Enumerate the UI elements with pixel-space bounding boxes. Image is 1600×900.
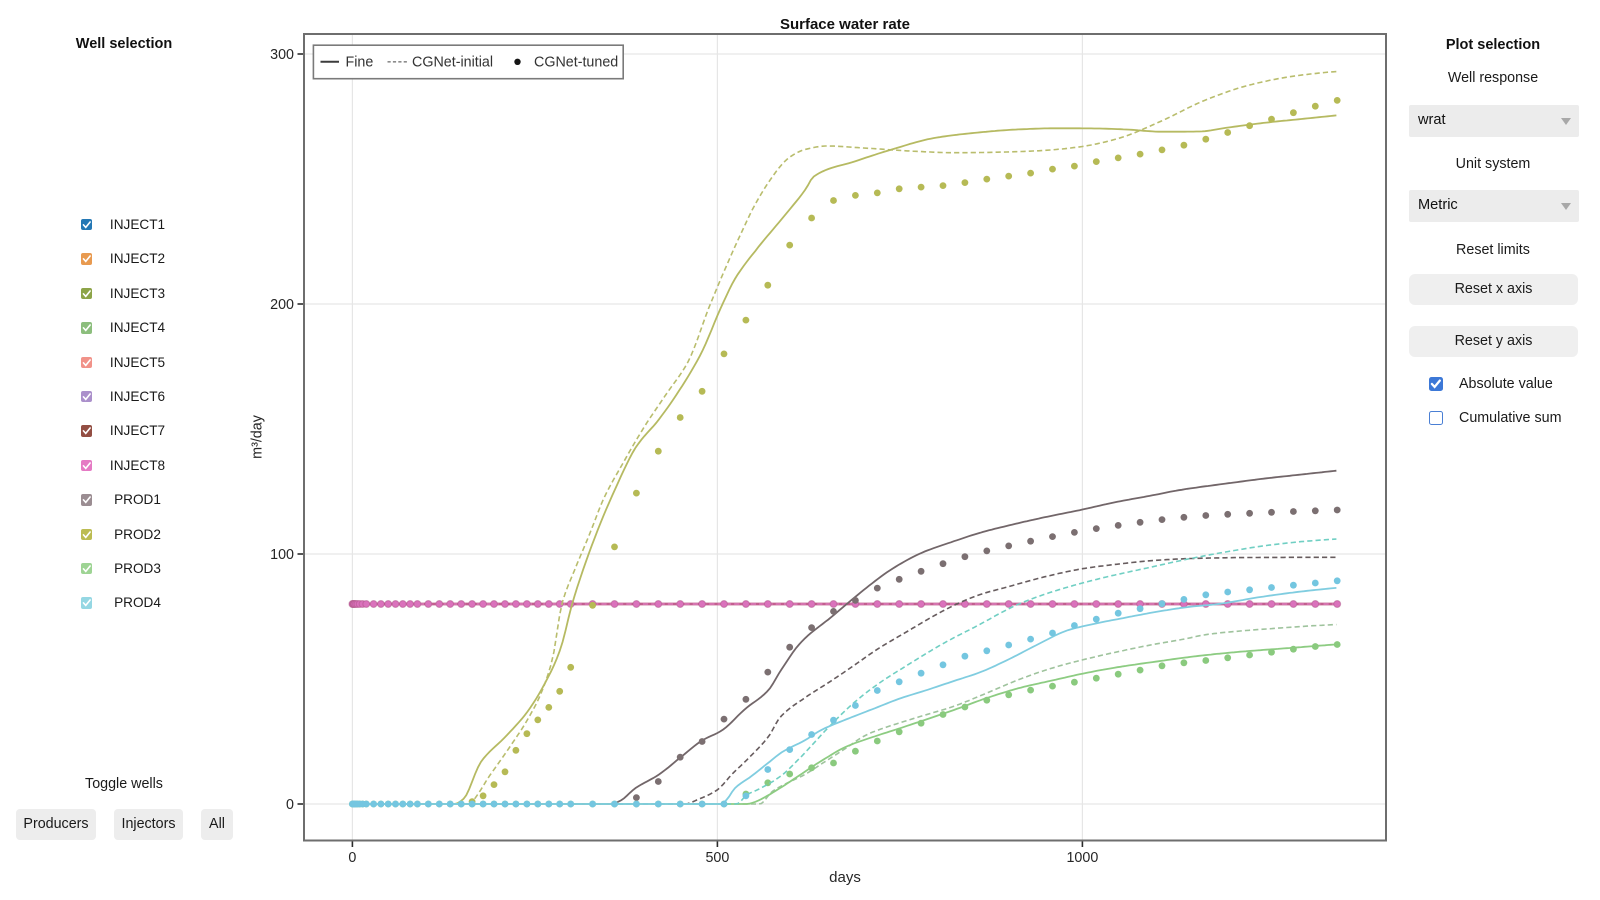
svg-text:500: 500 — [705, 850, 729, 866]
svg-text:200: 200 — [270, 297, 294, 313]
svg-text:Surface water rate: Surface water rate — [780, 16, 910, 33]
svg-text:100: 100 — [270, 547, 294, 563]
svg-text:0: 0 — [348, 850, 356, 866]
svg-text:0: 0 — [286, 797, 294, 813]
svg-text:CGNet-tuned: CGNet-tuned — [534, 55, 618, 71]
svg-text:300: 300 — [270, 47, 294, 63]
svg-text:1000: 1000 — [1066, 850, 1098, 866]
svg-text:CGNet-initial: CGNet-initial — [412, 55, 493, 71]
svg-text:Fine: Fine — [346, 55, 374, 71]
svg-text:days: days — [829, 869, 861, 886]
svg-text:m³/day: m³/day — [250, 414, 266, 459]
